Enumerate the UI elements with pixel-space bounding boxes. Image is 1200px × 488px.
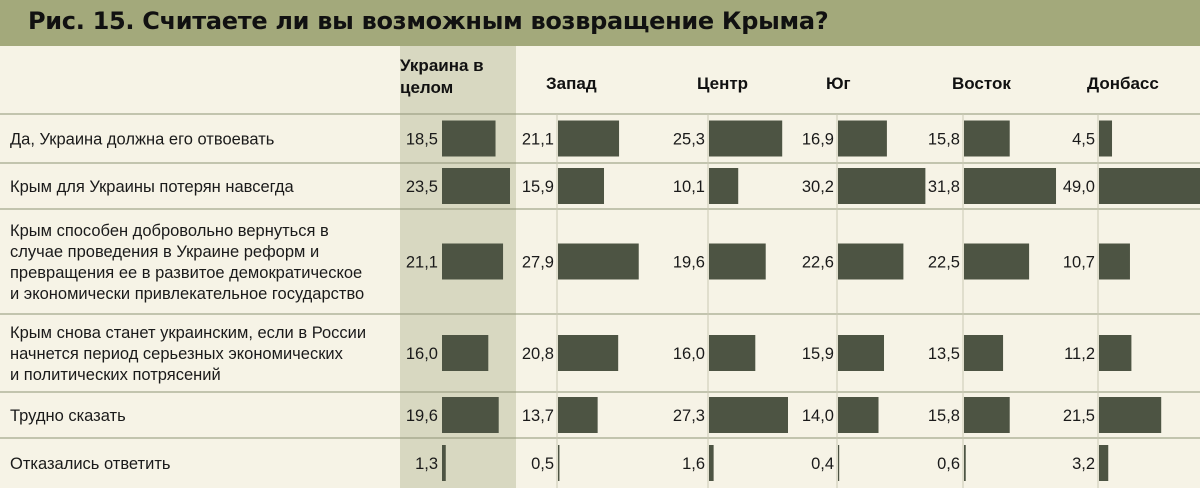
- data-bar: [838, 335, 885, 371]
- value-label: 25,3: [673, 131, 705, 149]
- data-bar: [709, 335, 756, 371]
- data-bar: [558, 335, 619, 371]
- row-label: Крым снова станет украинским, если в Рос…: [10, 324, 366, 342]
- row-label: Крым для Украины потерян навсегда: [10, 178, 295, 196]
- data-bar: [442, 243, 504, 280]
- value-label: 23,5: [406, 178, 438, 196]
- value-label: 11,2: [1064, 345, 1095, 363]
- data-bar: [838, 445, 840, 481]
- data-bar: [964, 445, 966, 481]
- value-label: 10,7: [1063, 254, 1095, 272]
- column-header: Центр: [697, 74, 748, 93]
- data-bar: [442, 335, 489, 371]
- row-label: превращения ее в развитое демократическо…: [10, 264, 362, 282]
- value-label: 14,0: [802, 407, 834, 425]
- value-label: 0,6: [937, 455, 960, 473]
- value-label: 21,5: [1063, 407, 1095, 425]
- value-label: 13,5: [928, 345, 960, 363]
- row-label: Крым способен добровольно вернуться в: [10, 222, 329, 240]
- column-header: Запад: [546, 74, 597, 93]
- data-bar: [442, 445, 446, 481]
- row-label: и политических потрясений: [10, 366, 221, 384]
- value-label: 30,2: [802, 178, 834, 196]
- data-bar: [1099, 335, 1132, 371]
- data-bar: [838, 243, 904, 280]
- value-label: 21,1: [406, 254, 438, 272]
- data-bar: [709, 168, 739, 204]
- value-label: 22,5: [928, 254, 960, 272]
- data-bar: [442, 120, 496, 157]
- value-label: 22,6: [802, 254, 834, 272]
- data-bar: [558, 120, 620, 157]
- value-label: 20,8: [522, 345, 554, 363]
- data-bar: [1099, 397, 1162, 433]
- data-bar: [1099, 243, 1130, 280]
- value-label: 16,9: [802, 131, 834, 149]
- value-label: 16,0: [406, 345, 438, 363]
- data-bar: [838, 120, 887, 157]
- chart-title: Рис. 15. Считаете ли вы возможным возвра…: [28, 7, 829, 35]
- data-bar: [1099, 168, 1200, 204]
- value-label: 19,6: [406, 407, 438, 425]
- row-label: Да, Украина должна его отвоевать: [10, 131, 274, 149]
- row-label: Трудно сказать: [10, 407, 126, 425]
- value-label: 21,1: [522, 131, 554, 149]
- value-label: 49,0: [1063, 178, 1095, 196]
- data-bar: [1099, 120, 1113, 157]
- data-bar: [709, 445, 714, 481]
- value-label: 1,6: [682, 455, 705, 473]
- value-label: 10,1: [673, 178, 705, 196]
- data-bar: [709, 120, 783, 157]
- value-label: 3,2: [1072, 455, 1095, 473]
- value-label: 1,3: [415, 455, 438, 473]
- row-label: Отказались ответить: [10, 455, 171, 473]
- data-bar: [964, 120, 1010, 157]
- value-label: 16,0: [673, 345, 705, 363]
- value-label: 27,9: [522, 254, 554, 272]
- data-bar: [964, 335, 1004, 371]
- data-bar: [558, 168, 605, 204]
- data-bar: [1099, 445, 1109, 481]
- data-bar: [558, 243, 639, 280]
- data-bar: [442, 168, 510, 204]
- data-bar: [964, 397, 1010, 433]
- data-bar: [964, 243, 1030, 280]
- value-label: 15,8: [928, 407, 960, 425]
- value-label: 0,5: [531, 455, 554, 473]
- survey-bar-table: Украина в целом Запад Центр Юг Восток Донбасс Д…: [0, 46, 1200, 488]
- value-label: 31,8: [928, 178, 960, 196]
- value-label: 27,3: [673, 407, 705, 425]
- data-bar: [558, 445, 560, 481]
- column-header: Юг: [826, 74, 851, 93]
- column-header-line: Украина в: [400, 56, 484, 75]
- data-bar: [558, 397, 598, 433]
- data-bar: [709, 397, 788, 433]
- row-label: и экономически привлекательное государст…: [10, 285, 364, 303]
- column-header: Восток: [952, 74, 1011, 93]
- data-bar: [442, 397, 499, 433]
- value-label: 15,8: [928, 131, 960, 149]
- value-label: 0,4: [811, 455, 834, 473]
- value-label: 15,9: [802, 345, 834, 363]
- row-label: случае проведения в Украине реформ и: [10, 243, 319, 261]
- data-bar: [838, 397, 879, 433]
- data-bar: [838, 168, 926, 204]
- data-bar: [964, 168, 1057, 204]
- value-label: 13,7: [522, 407, 554, 425]
- column-header: Донбасс: [1087, 74, 1159, 93]
- value-label: 4,5: [1072, 131, 1095, 149]
- title-bar: Рис. 15. Считаете ли вы возможным возвра…: [0, 0, 1200, 46]
- value-label: 18,5: [406, 131, 438, 149]
- row-label: начнется период серьезных экономических: [10, 345, 344, 363]
- value-label: 15,9: [522, 178, 554, 196]
- value-label: 19,6: [673, 254, 705, 272]
- column-header-line: целом: [400, 78, 453, 97]
- data-bar: [709, 243, 766, 280]
